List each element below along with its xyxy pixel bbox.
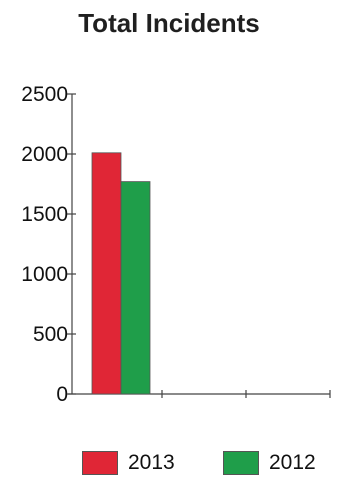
bar-2013: [91, 152, 122, 395]
chart-legend: 2013 2012: [0, 446, 338, 486]
y-tick-label-1500: 1500: [21, 203, 68, 226]
y-tick-label-2500: 2500: [21, 83, 68, 106]
y-tick-label-2000: 2000: [21, 143, 68, 166]
chart-title: Total Incidents: [78, 8, 260, 38]
legend-item-2013: 2013: [82, 446, 175, 480]
bar-chart: 0 500 1000 1500 2000 2500: [21, 83, 331, 406]
y-tick-label-1000: 1000: [21, 263, 68, 286]
legend-swatch-2013: [82, 451, 118, 475]
y-tick-label-0: 0: [56, 383, 68, 406]
legend-item-2012: 2012: [223, 446, 316, 480]
bar-2012: [120, 181, 151, 395]
legend-label-2012: 2012: [269, 451, 316, 474]
legend-label-2013: 2013: [128, 451, 175, 474]
legend-swatch-2012: [223, 451, 259, 475]
y-tick-label-500: 500: [33, 323, 68, 346]
